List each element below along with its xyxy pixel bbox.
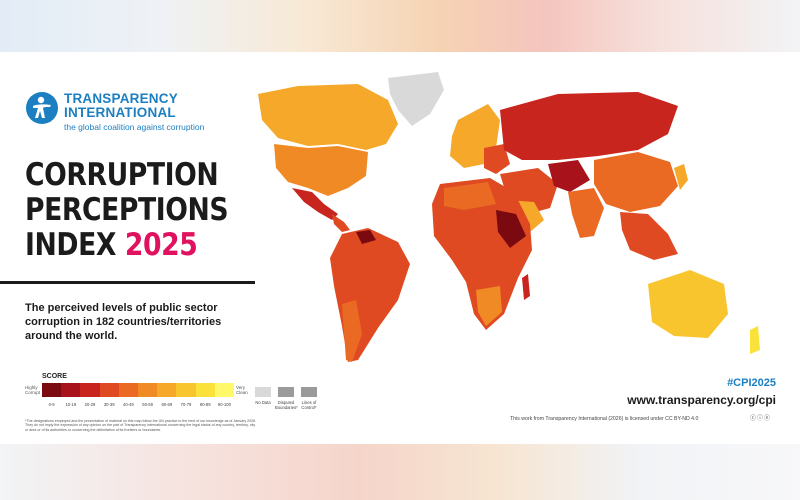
legend-swatch-7 [176,383,196,397]
world-map [258,72,760,362]
legend-tick-5: 50-59 [142,402,153,407]
legend-swatch-4 [118,383,139,397]
legend-tick-7: 70-79 [180,402,192,407]
legend-swatch-8 [195,383,215,397]
map-region-south-america [330,228,410,362]
background-band-top [0,0,800,52]
legend-title: SCORE [42,373,67,380]
license-text: This work from Transparency Internationa… [510,416,699,422]
map-region-madagascar [522,274,530,300]
legend-extra-label: Disputed Boundaries* [275,400,298,410]
website-url[interactable]: www.transparency.org/cpi [627,393,776,407]
legend-swatch-6 [157,383,177,397]
map-region-chile-argentina [342,300,362,362]
legend-swatch-3 [99,383,119,397]
map-region-east-africa [496,210,526,248]
legend-swatch-9 [214,383,235,397]
title-line2: PERCEPTIONS [25,192,229,228]
map-region-canada [258,84,398,150]
map-region-southern-africa [476,286,502,326]
ti-name-line2: INTERNATIONAL [64,105,176,120]
legend-tick-2: 20-29 [84,402,96,407]
legend-tick-8: 80-89 [199,402,211,407]
legend-extra-1: Disputed Boundaries* [275,387,298,410]
page-title: CORRUPTION PERCEPTIONS INDEX 2025 [25,157,229,263]
legend-extra-swatch [255,387,271,397]
map-region-central-asia [548,160,590,192]
map-region-japan-korea [674,164,688,190]
legend-tick-9: 90-100 [217,402,231,407]
map-region-eastern-europe [484,144,510,174]
title-year: 2025 [124,227,198,263]
legend-swatch-1 [61,383,81,397]
title-line1: CORRUPTION [25,157,219,193]
legend-tick-0: 0-9 [48,402,55,407]
map-region-russia [500,92,678,160]
legend-tick-4: 40-49 [123,402,134,407]
transparency-international-logo: TRANSPARENCY INTERNATIONAL the global co… [26,92,226,136]
legend-tick-1: 10-19 [65,402,77,407]
description-text: The perceived levels of public sector co… [25,302,222,342]
legend-low-label: Very Clean [236,385,248,395]
map-region-venezuela [356,230,376,244]
title-index: INDEX [25,227,116,263]
map-region-mexico [292,188,338,220]
disclaimer-text: *The designations employed and the prese… [25,419,257,432]
legend-extra-0: No Data [252,387,274,405]
legend-tick-6: 60-69 [161,402,173,407]
legend-extra-label: No Data [255,400,271,405]
legend-color-scale [42,383,235,397]
background-band-bottom [0,444,800,500]
cc-license-icon: ⓒⓘⓔ [750,416,772,422]
legend-extra-2: Lines of Control* [298,387,320,410]
legend-tick-3: 30-39 [103,402,115,407]
map-region-south-asia [568,188,604,238]
legend-swatch-2 [80,383,100,397]
map-region-greenland [388,72,444,126]
ti-wordmark: TRANSPARENCY INTERNATIONAL [64,92,178,120]
ti-tagline: the global coalition against corruption [64,122,205,132]
legend-high-label: Highly Corrupt [25,385,41,395]
map-region-north-africa [444,182,496,210]
map-region-new-zealand [750,326,760,354]
legend-extra-swatch [301,387,317,397]
title-divider [0,281,255,284]
legend-extra-swatch [278,387,294,397]
ti-logo-icon [26,92,58,124]
legend-swatch-5 [138,383,158,397]
legend-swatch-0 [42,383,62,397]
map-region-usa [274,144,368,196]
map-region-southeast-asia [620,212,678,260]
map-region-australia [648,270,728,338]
legend-tick-labels: 0-9 10-19 20-29 30-39 40-49 50-59 60-69 70-79 80… [42,402,234,407]
title-line3: INDEX 2025 [25,228,228,263]
map-region-central-america [332,214,350,232]
legend-extra-label: Lines of Control* [301,400,317,410]
ti-name-line1: TRANSPARENCY [64,91,178,106]
map-region-china [594,152,678,212]
hashtag: #CPI2025 [727,377,776,389]
